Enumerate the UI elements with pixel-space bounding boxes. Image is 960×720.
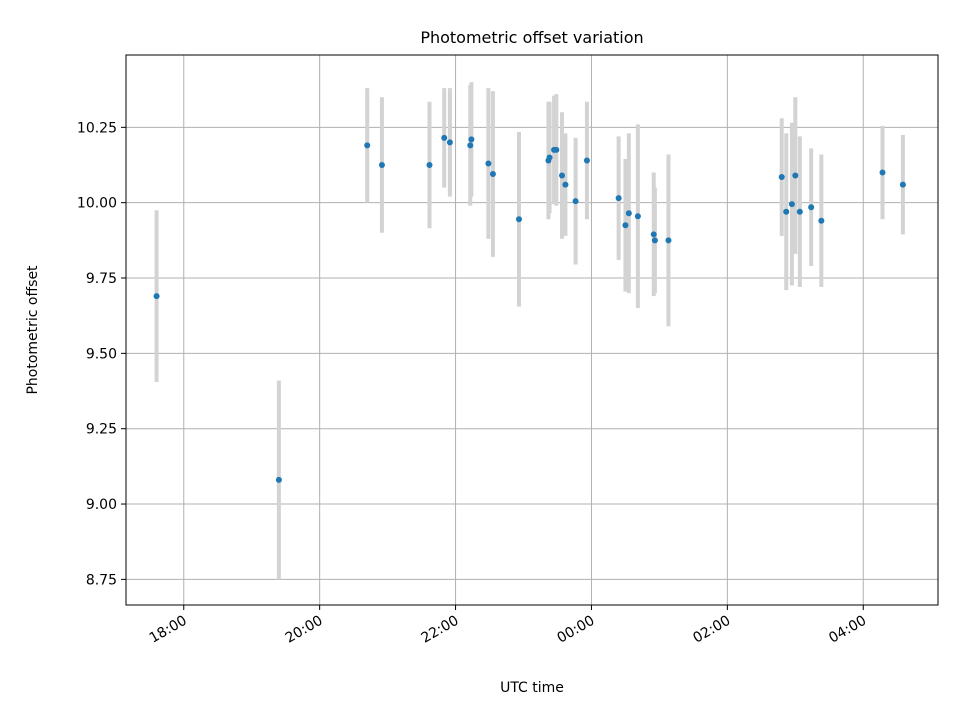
data-point	[650, 231, 657, 238]
y-tick-label: 8.75	[86, 572, 117, 588]
data-point	[489, 171, 496, 178]
data-point	[553, 146, 560, 153]
data-point	[818, 217, 825, 224]
data-point	[778, 174, 785, 181]
data-point	[468, 136, 475, 143]
data-point	[378, 162, 385, 168]
data-point	[562, 181, 569, 188]
data-point	[515, 216, 522, 223]
data-point	[783, 208, 790, 215]
y-tick-label: 9.00	[86, 497, 117, 513]
data-point	[364, 142, 371, 149]
data-point	[899, 181, 906, 188]
data-point	[546, 154, 553, 161]
data-point	[625, 210, 632, 217]
data-point	[808, 204, 815, 211]
y-axis-ticks: 8.75 9.00 9.25 9.50 9.75 10.00 10.25	[77, 120, 126, 588]
data-point	[665, 237, 672, 244]
data-point	[153, 293, 160, 300]
data-point	[651, 237, 658, 244]
data-point	[441, 134, 448, 141]
data-point	[879, 169, 886, 176]
y-tick-label: 10.25	[77, 120, 117, 136]
data-point	[572, 198, 579, 205]
y-tick-label: 9.75	[86, 271, 117, 287]
data-point	[634, 213, 641, 220]
data-point	[792, 172, 799, 179]
y-axis-label: Photometric offset	[25, 265, 41, 395]
chart-title: Photometric offset variation	[420, 28, 643, 47]
data-point	[583, 157, 590, 164]
data-point	[615, 195, 622, 202]
y-tick-label: 9.25	[86, 422, 117, 438]
data-points	[153, 134, 906, 483]
data-point	[275, 476, 282, 483]
data-point	[426, 162, 433, 168]
plot-frame	[125, 54, 939, 606]
y-tick-label: 9.50	[86, 346, 117, 362]
data-point	[622, 222, 629, 229]
data-point	[788, 201, 795, 208]
grid	[126, 55, 938, 605]
y-tick-label: 10.00	[77, 196, 117, 212]
data-point	[446, 139, 453, 146]
data-point	[796, 208, 803, 215]
data-point	[467, 142, 474, 149]
x-axis-label: UTC time	[500, 680, 564, 696]
data-point	[485, 160, 492, 167]
data-point	[559, 172, 566, 179]
